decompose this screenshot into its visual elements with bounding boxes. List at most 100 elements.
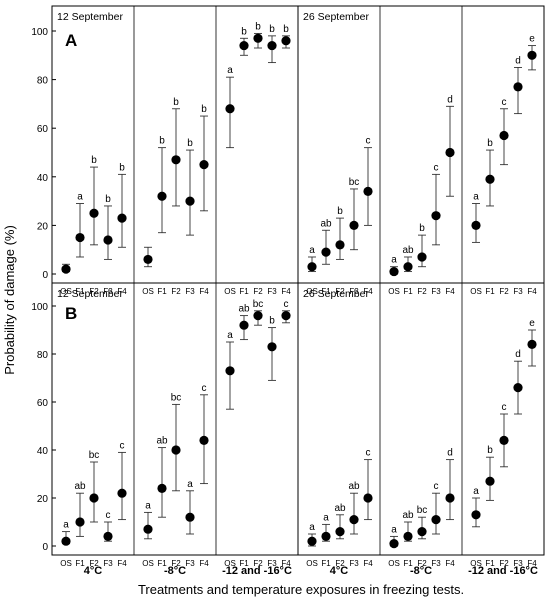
significance-letter: c [434,162,439,173]
temperature-group-label: 4°C [330,565,349,577]
significance-letter: a [473,192,479,203]
significance-letter: a [227,65,233,76]
treatment-label: F1 [239,287,249,296]
data-point [267,342,277,352]
date-label: 26 September [303,288,369,300]
significance-letter: b [255,21,261,32]
treatment-label: F4 [199,287,209,296]
treatment-label: F3 [185,287,195,296]
significance-letter: ab [74,481,86,492]
data-point [267,40,277,51]
data-point [431,211,441,221]
treatment-label: F1 [321,287,331,296]
y-tick-label: 0 [42,270,48,281]
data-point [239,320,249,330]
panel-label: B [65,304,77,323]
treatment-label: F2 [171,559,181,568]
data-point [103,235,113,245]
treatment-label: F2 [499,559,509,568]
data-point [335,240,345,250]
data-point [513,383,523,393]
significance-letter: b [91,155,97,166]
significance-letter: e [529,318,535,329]
panel-label: A [65,31,77,50]
treatment-label: F2 [499,287,509,296]
y-tick-label: 40 [37,446,49,457]
y-tick-label: 80 [37,350,49,361]
significance-letter: a [227,330,233,341]
treatment-label: F4 [199,559,209,568]
significance-letter: b [241,26,247,37]
significance-letter: ab [320,218,332,229]
treatment-label: F3 [103,559,113,568]
temperature-group-label: 4°C [84,565,103,577]
y-tick-label: 40 [37,173,49,184]
treatment-label: OS [306,287,318,296]
data-point [417,252,427,262]
data-point [431,515,441,525]
data-point [117,488,127,498]
treatment-label: F4 [281,287,291,296]
data-point [471,510,481,520]
significance-letter: b [119,162,125,173]
treatment-label: F1 [157,559,167,568]
significance-letter: e [529,34,535,45]
treatment-label: F2 [89,559,99,568]
treatment-label: OS [142,287,154,296]
data-point [171,445,181,455]
data-point [199,160,209,170]
treatment-label: F1 [239,559,249,568]
data-point [513,82,523,92]
data-point [321,531,331,542]
y-tick-label: 60 [37,124,49,135]
data-point [225,104,235,114]
data-point [75,232,85,243]
data-point [225,366,235,376]
significance-letter: bc [417,505,428,516]
significance-letter: a [391,255,397,266]
treatment-label: F2 [417,559,427,568]
significance-letter: b [419,223,425,234]
data-point [499,435,509,445]
y-tick-label: 80 [37,76,49,87]
data-point [239,40,249,51]
treatment-label: F1 [485,559,495,568]
data-point [253,311,263,321]
significance-letter: ab [156,436,168,447]
significance-letter: a [323,512,329,523]
treatment-label: F4 [117,287,127,296]
data-point [61,264,71,274]
significance-letter: b [283,24,289,35]
treatment-label: OS [470,287,482,296]
data-point [321,247,331,257]
data-point [499,130,509,141]
treatment-label: F3 [349,559,359,568]
treatment-label: OS [470,559,482,568]
significance-letter: a [187,479,193,490]
treatment-label: F4 [445,559,455,568]
data-point [199,435,209,445]
data-point [307,262,317,272]
data-point [171,155,181,165]
treatment-label: F1 [321,559,331,568]
significance-letter: bc [349,177,360,188]
treatment-label: F4 [117,559,127,568]
data-point [75,517,85,527]
data-point [281,311,291,321]
date-label: 12 September [57,11,123,23]
y-tick-label: 20 [37,494,49,505]
significance-letter: bc [253,299,264,310]
treatment-label: F1 [403,287,413,296]
y-tick-label: 60 [37,398,49,409]
data-point [403,262,413,272]
data-point [389,539,399,549]
significance-letter: b [105,194,111,205]
significance-letter: c [366,136,371,147]
significance-letter: a [309,245,315,256]
significance-letter: a [77,192,83,203]
data-point [89,208,99,218]
treatment-label: OS [388,287,400,296]
significance-letter: d [447,94,453,105]
treatment-label: F4 [363,559,373,568]
